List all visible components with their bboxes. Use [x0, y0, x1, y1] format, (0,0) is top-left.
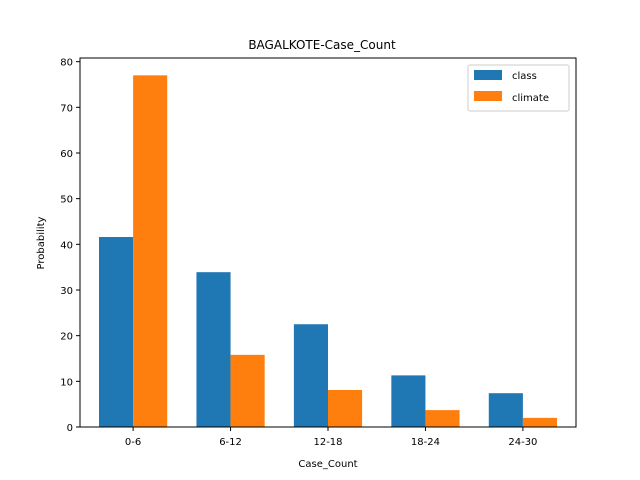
- y-tick-label: 0: [67, 423, 73, 434]
- y-axis-ticks: 0 10 20 30 40 50 60 70 80: [60, 58, 80, 434]
- bar-climate-12-18: [328, 390, 363, 427]
- x-tick-label: 24-30: [508, 437, 537, 448]
- legend-label-climate: climate: [512, 93, 549, 104]
- bar-class-24-30: [488, 393, 523, 427]
- x-axis-label: Case_Count: [298, 459, 357, 470]
- legend-swatch-climate: [474, 91, 502, 101]
- x-tick-label: 12-18: [313, 437, 342, 448]
- y-tick-label: 30: [60, 286, 73, 297]
- bar-class-12-18: [293, 324, 328, 427]
- x-tick-label: 18-24: [411, 437, 440, 448]
- bar-class-18-24: [391, 375, 426, 427]
- bars-layer: [99, 75, 557, 428]
- bar-class-6-12: [196, 272, 231, 427]
- y-tick-label: 10: [60, 377, 73, 388]
- legend-label-class: class: [512, 71, 537, 82]
- y-tick-label: 70: [60, 103, 73, 114]
- y-tick-label: 50: [60, 195, 73, 206]
- y-tick-label: 40: [60, 240, 73, 251]
- plot-frame: [79, 57, 577, 428]
- bar-class-0-6: [99, 237, 134, 427]
- y-axis-label: Probability: [36, 216, 47, 269]
- y-tick-label: 20: [60, 332, 73, 343]
- y-tick-label: 60: [60, 149, 73, 160]
- x-tick-label: 6-12: [219, 437, 242, 448]
- legend: class climate: [467, 64, 570, 112]
- x-tick-label: 0-6: [125, 437, 141, 448]
- bar-climate-0-6: [133, 75, 168, 428]
- bar-climate-24-30: [522, 417, 557, 427]
- legend-swatch-class: [474, 70, 502, 80]
- bar-climate-6-12: [230, 354, 265, 427]
- x-axis-ticks: 0-6 6-12 12-18 18-24 24-30: [125, 427, 537, 448]
- chart-title: BAGALKOTE-Case_Count: [248, 38, 396, 52]
- y-tick-label: 80: [60, 58, 73, 69]
- bar-climate-18-24: [425, 410, 460, 427]
